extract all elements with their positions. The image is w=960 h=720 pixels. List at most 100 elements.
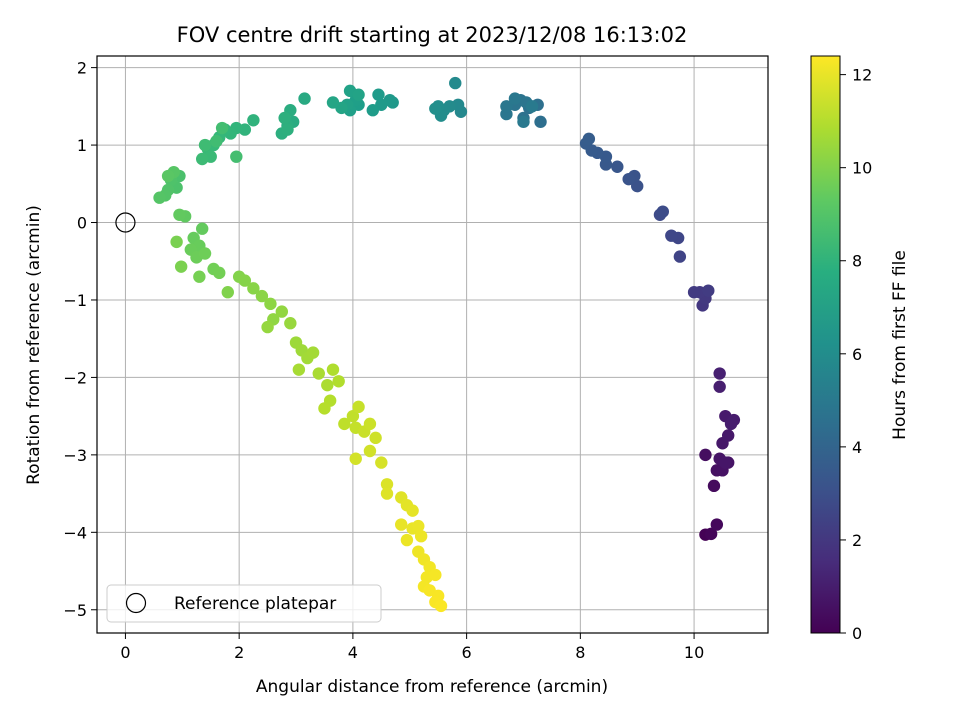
data-point [195, 152, 209, 166]
data-point [414, 529, 428, 543]
colorbar-tick-label: 10 [852, 159, 872, 178]
data-point [429, 568, 442, 582]
data-point [429, 102, 442, 115]
data-point [721, 429, 735, 442]
data-point [699, 448, 712, 462]
data-point [346, 409, 360, 423]
data-point [195, 222, 209, 235]
data-point [275, 305, 289, 318]
colorbar-tick-label: 8 [852, 252, 862, 271]
data-point [198, 138, 212, 152]
data-point [508, 92, 522, 105]
data-point [449, 76, 462, 90]
data-point [375, 456, 388, 469]
data-point [372, 88, 385, 101]
data-point [230, 150, 243, 163]
data-point [412, 519, 425, 533]
colorbar: 0 2 4 6 8 10 12 Hours from first FF file [810, 55, 910, 643]
data-point [673, 250, 687, 263]
reference-marker [115, 212, 136, 233]
y-tick-label: −1 [63, 291, 87, 310]
y-tick-label: 0 [77, 214, 87, 233]
data-point [198, 247, 212, 260]
y-tick-label: 2 [77, 59, 87, 78]
data-point [724, 417, 738, 431]
x-tick-label: 2 [234, 643, 244, 662]
data-point [400, 533, 414, 547]
x-tick-label: 0 [120, 643, 130, 662]
y-tick-label: 1 [77, 136, 87, 155]
reference-point [115, 212, 136, 233]
data-point [611, 160, 624, 173]
colorbar-tick-label: 6 [852, 345, 862, 364]
data-point [292, 363, 306, 376]
data-point [221, 286, 234, 299]
data-point [687, 286, 701, 299]
data-point [255, 289, 269, 303]
x-tick-label: 8 [575, 643, 585, 662]
y-tick-label: −5 [63, 601, 87, 620]
data-point [349, 452, 362, 465]
data-point [281, 123, 294, 136]
data-point [247, 114, 260, 127]
data-point [352, 400, 365, 414]
data-point [702, 284, 715, 297]
y-tick-label: −4 [63, 523, 87, 542]
y-tick-label: −2 [63, 368, 87, 387]
legend-label: Reference platepar [174, 594, 336, 614]
legend-box [106, 584, 382, 623]
data-point [174, 260, 188, 273]
data-point [380, 478, 394, 491]
data-point [170, 235, 183, 249]
data-point [238, 274, 252, 287]
data-point [264, 297, 277, 311]
data-point [582, 132, 596, 146]
data-point [326, 96, 340, 109]
data-point [363, 444, 377, 458]
data-point [656, 205, 670, 218]
x-tick-label: 10 [684, 643, 704, 662]
x-tick-label: 6 [462, 643, 472, 662]
data-point [719, 456, 732, 469]
data-point [153, 191, 166, 204]
data-point [326, 363, 340, 376]
x-axis-label: Angular distance from reference (arcmin) [256, 677, 608, 697]
data-point [321, 378, 334, 392]
x-ticks: 0 2 4 6 8 10 [120, 633, 704, 662]
data-point [517, 115, 530, 129]
data-point [261, 320, 274, 334]
data-point [363, 417, 377, 431]
data-point [298, 92, 311, 105]
data-point [622, 172, 635, 186]
colorbar-gradient [810, 55, 841, 634]
data-point [500, 100, 513, 113]
data-point [704, 527, 718, 541]
colorbar-label: Hours from first FF file [890, 250, 910, 440]
data-point [631, 179, 644, 193]
grid-lines [97, 56, 768, 633]
data-point [306, 346, 320, 359]
data-point [406, 504, 419, 517]
data-point [278, 111, 291, 125]
data-point [713, 367, 726, 380]
data-point [366, 104, 379, 117]
legend: Reference platepar [106, 584, 382, 623]
data-point [284, 317, 297, 330]
data-point [352, 88, 365, 101]
colorbar-ticks: 0 2 4 6 8 10 12 [840, 66, 872, 643]
y-ticks: −5 −4 −3 −2 −1 0 1 2 [63, 59, 97, 620]
colorbar-tick-label: 12 [852, 66, 872, 85]
data-point [534, 115, 547, 129]
data-point [312, 367, 325, 380]
data-point [193, 270, 206, 283]
data-point [665, 229, 678, 242]
data-point [710, 518, 724, 531]
colorbar-tick-label: 0 [852, 624, 862, 643]
data-point [707, 479, 721, 493]
colorbar-tick-label: 2 [852, 531, 862, 550]
data-point [332, 375, 345, 388]
data-point [380, 487, 394, 500]
colorbar-tick-label: 4 [852, 438, 862, 457]
data-point [213, 266, 226, 280]
